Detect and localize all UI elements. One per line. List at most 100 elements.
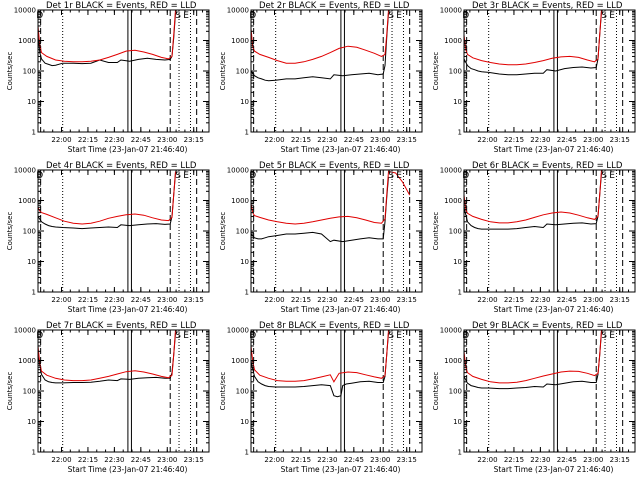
event-marker-label: D [36, 171, 43, 181]
event-marker-label: D [36, 331, 43, 341]
x-axis-label: Start Time (23-Jan-07 21:46:40) [281, 465, 401, 474]
event-marker-label: D [36, 11, 43, 21]
y-tick-label: 10000 [440, 167, 462, 175]
event-marker-label: D [462, 171, 469, 181]
event-marker-label: E [396, 171, 402, 181]
x-tick-label: 23:00 [370, 296, 390, 304]
x-tick-label: 23:15 [184, 456, 204, 464]
panel-det-1: Det 1r BLACK = Events, RED = LLD Counts/s… [6, 1, 210, 154]
y-tick-label: 10 [453, 258, 462, 266]
plot-frame [250, 9, 423, 133]
x-tick-label: 22:30 [317, 296, 337, 304]
x-tick-label: 22:15 [291, 136, 311, 144]
y-axis-label: Counts/sec [6, 372, 14, 411]
y-tick-label: 1 [458, 449, 462, 457]
plot-frame [250, 169, 423, 293]
plot-frame [463, 9, 636, 133]
y-tick-label: 1 [32, 289, 36, 297]
y-tick-label: 1000 [444, 37, 462, 45]
series-line-events [464, 11, 602, 76]
x-tick-label: 22:30 [530, 136, 550, 144]
event-marker-label: E [396, 11, 402, 21]
event-marker-label: S [601, 331, 607, 341]
y-tick-label: 10 [27, 418, 36, 426]
series-line-lld [464, 330, 602, 384]
x-tick-label: 23:15 [397, 136, 417, 144]
event-marker-label: E [396, 331, 402, 341]
y-tick-label: 100 [23, 68, 36, 76]
y-tick-label: 1000 [231, 37, 249, 45]
plot-frame [463, 329, 636, 453]
panel-title: Det 8r BLACK = Events, RED = LLD [259, 321, 410, 331]
series-line-lld [251, 10, 389, 64]
y-tick-label: 1000 [231, 357, 249, 365]
x-tick-label: 22:45 [131, 456, 151, 464]
y-tick-label: 10000 [440, 7, 462, 15]
series-line-lld [251, 170, 411, 225]
series-line-events [251, 176, 389, 243]
y-axis-label: Counts/sec [6, 52, 14, 91]
y-tick-label: 100 [449, 388, 462, 396]
x-tick-label: 22:45 [344, 456, 364, 464]
series-line-events [38, 12, 176, 67]
y-tick-label: 1 [32, 449, 36, 457]
y-tick-label: 10000 [14, 7, 36, 15]
plot-frame [37, 9, 210, 133]
x-axis-label: Start Time (23-Jan-07 21:46:40) [281, 305, 401, 314]
event-marker-label: D [462, 11, 469, 21]
y-tick-label: 10 [240, 98, 249, 106]
panel-det-3: Det 3r BLACK = Events, RED = LLD Counts/s… [432, 1, 636, 154]
x-tick-label: 22:30 [104, 296, 124, 304]
x-tick-label: 23:00 [370, 136, 390, 144]
x-tick-label: 23:00 [583, 136, 603, 144]
series-line-lld [251, 330, 389, 383]
event-marker-label: E [183, 11, 189, 21]
x-tick-label: 22:45 [131, 136, 151, 144]
series-line-lld [464, 170, 602, 224]
x-tick-label: 22:45 [557, 136, 577, 144]
x-tick-label: 22:00 [51, 456, 71, 464]
x-tick-label: 23:00 [157, 296, 177, 304]
x-tick-label: 23:15 [184, 136, 204, 144]
panel-det-8: Det 8r BLACK = Events, RED = LLD Counts/s… [219, 321, 423, 474]
y-tick-label: 100 [449, 68, 462, 76]
event-marker-label: D [249, 171, 256, 181]
y-tick-label: 10000 [227, 167, 249, 175]
x-tick-label: 22:00 [51, 136, 71, 144]
y-tick-label: 1 [32, 129, 36, 137]
y-tick-label: 10 [453, 98, 462, 106]
y-tick-label: 10 [27, 258, 36, 266]
x-tick-label: 22:15 [504, 136, 524, 144]
y-axis-label: Counts/sec [432, 212, 440, 251]
x-tick-label: 22:45 [557, 456, 577, 464]
series-line-lld [38, 171, 176, 225]
x-tick-label: 22:45 [344, 136, 364, 144]
event-marker-label: S [601, 171, 607, 181]
y-tick-label: 100 [236, 388, 249, 396]
x-tick-label: 23:15 [610, 136, 630, 144]
series-line-lld [464, 10, 602, 66]
x-axis-label: Start Time (23-Jan-07 21:46:40) [68, 465, 188, 474]
event-marker-label: S [175, 171, 181, 181]
series-line-events [38, 172, 176, 230]
x-tick-label: 22:15 [291, 296, 311, 304]
y-axis-label: Counts/sec [432, 372, 440, 411]
panel-title: Det 1r BLACK = Events, RED = LLD [46, 1, 197, 11]
plot-frame [250, 329, 423, 453]
plot-frame [37, 169, 210, 293]
x-tick-label: 22:15 [291, 456, 311, 464]
y-tick-label: 1000 [444, 197, 462, 205]
x-tick-label: 22:30 [530, 296, 550, 304]
y-tick-label: 10000 [14, 327, 36, 335]
y-tick-label: 10000 [440, 327, 462, 335]
plot-frame [463, 169, 636, 293]
x-tick-label: 23:15 [610, 296, 630, 304]
x-tick-label: 23:15 [184, 296, 204, 304]
panel-title: Det 3r BLACK = Events, RED = LLD [472, 1, 623, 11]
x-tick-label: 22:15 [78, 136, 98, 144]
panel-title: Det 9r BLACK = Events, RED = LLD [472, 321, 623, 331]
x-tick-label: 22:30 [104, 136, 124, 144]
x-tick-label: 22:15 [78, 456, 98, 464]
y-tick-label: 1000 [444, 357, 462, 365]
